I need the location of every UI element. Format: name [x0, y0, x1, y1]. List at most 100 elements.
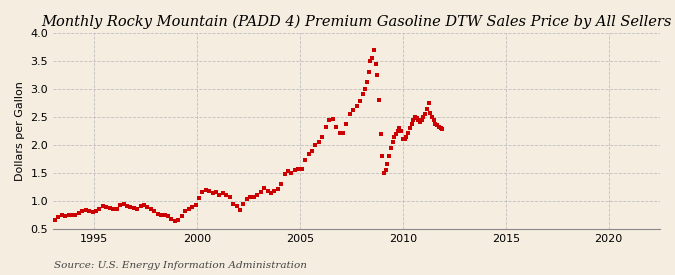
- Point: [293, 167, 304, 172]
- Point: [286, 171, 297, 175]
- Point: [173, 218, 184, 222]
- Point: [176, 214, 187, 218]
- Point: [363, 70, 374, 75]
- Point: [242, 196, 252, 201]
- Point: [115, 203, 126, 207]
- Point: [200, 187, 211, 192]
- Point: [402, 130, 413, 135]
- Point: [303, 152, 314, 156]
- Point: [108, 206, 119, 211]
- Point: [234, 207, 245, 212]
- Point: [142, 205, 153, 209]
- Point: [214, 193, 225, 197]
- Point: [138, 203, 149, 207]
- Point: [125, 205, 136, 209]
- Point: [265, 191, 276, 195]
- Point: [221, 193, 232, 197]
- Point: [367, 56, 377, 61]
- Point: [232, 204, 242, 208]
- Point: [391, 131, 402, 136]
- Point: [427, 115, 437, 119]
- Point: [275, 182, 286, 186]
- Point: [418, 115, 429, 119]
- Point: [365, 59, 376, 64]
- Point: [300, 158, 310, 162]
- Point: [163, 214, 173, 219]
- Point: [255, 190, 266, 195]
- Point: [149, 209, 160, 214]
- Point: [392, 129, 403, 133]
- Point: [387, 140, 398, 144]
- Point: [358, 91, 369, 96]
- Point: [194, 196, 205, 200]
- Point: [379, 171, 389, 175]
- Point: [401, 134, 412, 139]
- Point: [408, 118, 418, 122]
- Point: [413, 118, 424, 122]
- Point: [435, 126, 446, 130]
- Point: [186, 205, 197, 209]
- Point: [423, 101, 434, 105]
- Point: [111, 207, 122, 211]
- Point: [59, 214, 70, 218]
- Point: [283, 169, 294, 173]
- Point: [128, 206, 139, 210]
- Point: [227, 201, 238, 206]
- Point: [90, 208, 101, 213]
- Y-axis label: Dollars per Gallon: Dollars per Gallon: [15, 81, 25, 181]
- Point: [166, 216, 177, 221]
- Point: [344, 112, 355, 116]
- Text: Source: U.S. Energy Information Administration: Source: U.S. Energy Information Administ…: [54, 260, 307, 270]
- Point: [416, 118, 427, 122]
- Point: [425, 110, 435, 115]
- Point: [411, 116, 422, 120]
- Title: Monthly Rocky Mountain (PADD 4) Premium Gasoline DTW Sales Price by All Sellers: Monthly Rocky Mountain (PADD 4) Premium …: [41, 15, 672, 29]
- Point: [414, 119, 425, 124]
- Point: [279, 172, 290, 176]
- Point: [433, 125, 444, 129]
- Point: [362, 80, 373, 85]
- Point: [146, 207, 157, 211]
- Point: [105, 206, 115, 210]
- Point: [207, 191, 218, 196]
- Point: [49, 218, 60, 222]
- Point: [437, 127, 448, 131]
- Point: [324, 118, 335, 122]
- Point: [373, 98, 384, 103]
- Point: [262, 188, 273, 193]
- Point: [334, 130, 345, 135]
- Point: [314, 140, 325, 144]
- Point: [98, 204, 109, 208]
- Point: [331, 125, 342, 129]
- Point: [77, 208, 88, 213]
- Point: [252, 193, 263, 197]
- Point: [80, 208, 91, 212]
- Point: [372, 73, 383, 77]
- Point: [238, 201, 249, 206]
- Point: [57, 213, 68, 217]
- Point: [370, 62, 381, 66]
- Point: [306, 148, 317, 153]
- Point: [159, 213, 170, 218]
- Point: [404, 126, 415, 130]
- Point: [245, 195, 256, 200]
- Point: [180, 208, 190, 213]
- Point: [327, 117, 338, 122]
- Point: [63, 213, 74, 217]
- Point: [190, 202, 201, 207]
- Point: [211, 189, 221, 194]
- Point: [377, 154, 387, 158]
- Point: [296, 167, 307, 171]
- Point: [354, 99, 365, 104]
- Point: [369, 48, 379, 52]
- Point: [341, 122, 352, 127]
- Point: [273, 187, 284, 191]
- Point: [70, 213, 81, 217]
- Point: [259, 186, 269, 190]
- Point: [153, 211, 163, 216]
- Point: [429, 118, 439, 122]
- Point: [338, 130, 348, 135]
- Point: [169, 219, 180, 224]
- Point: [269, 189, 279, 193]
- Point: [421, 106, 432, 111]
